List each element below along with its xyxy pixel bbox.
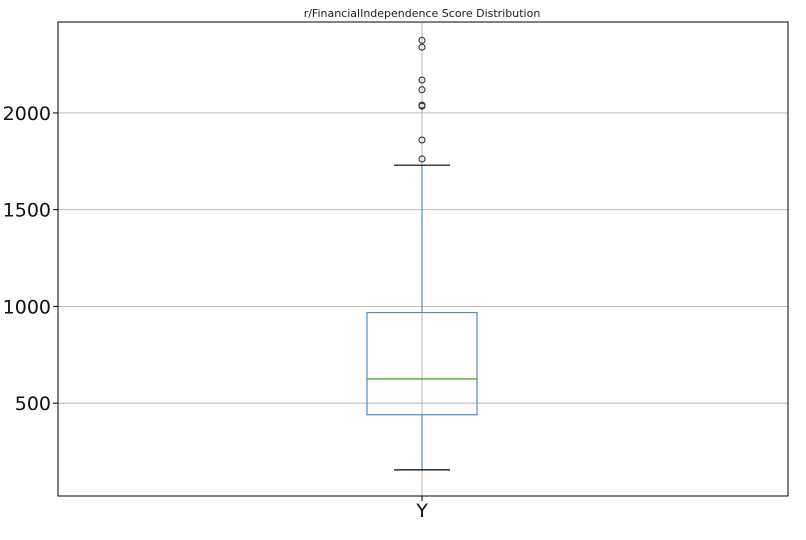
x-tick-label: Y xyxy=(415,500,428,522)
y-tick-label: 1000 xyxy=(3,296,51,318)
chart-title: r/FinancialIndependence Score Distributi… xyxy=(304,7,541,20)
outlier-point xyxy=(418,76,426,84)
axes-frame xyxy=(57,21,789,497)
y-tick-label: 2000 xyxy=(3,103,51,125)
outlier-point xyxy=(418,155,426,163)
outlier-point xyxy=(418,86,426,94)
outlier-point xyxy=(418,101,426,109)
y-tick-label: 1500 xyxy=(3,200,51,222)
y-tick-label: 500 xyxy=(15,393,51,415)
plot-area xyxy=(366,36,478,471)
axes: 500 1000 1500 2000 Y xyxy=(3,21,789,522)
outlier-point xyxy=(418,36,426,44)
outlier-point xyxy=(418,136,426,144)
iqr-box xyxy=(366,311,478,416)
outlier-point xyxy=(418,43,426,51)
